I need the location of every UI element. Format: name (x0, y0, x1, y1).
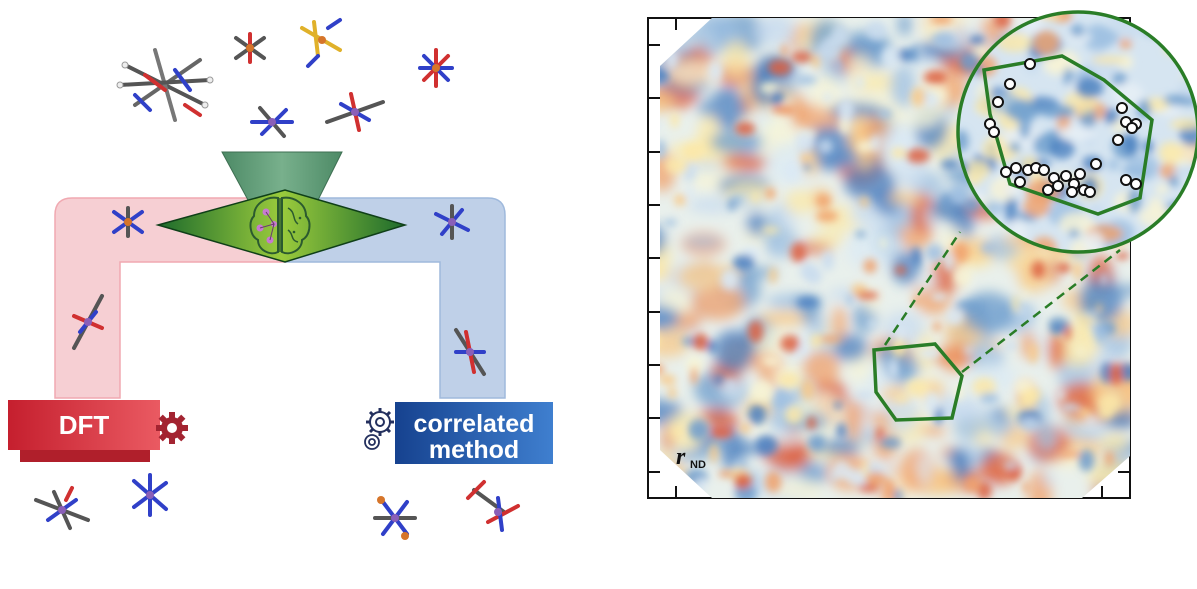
highlighted-point (1090, 158, 1102, 170)
gear-icon (364, 434, 380, 450)
highlight-region (872, 342, 964, 422)
highlighted-point (1000, 166, 1012, 178)
highlighted-point (1014, 176, 1026, 188)
correlated-method-box: correlated method (364, 402, 553, 464)
zoom-points (984, 58, 1142, 198)
molecule-icon (34, 18, 520, 540)
dft-label: DFT (59, 410, 110, 440)
highlighted-point (992, 96, 1004, 108)
highlighted-point (988, 126, 1000, 138)
highlighted-point (1130, 178, 1142, 190)
highlighted-point (1038, 164, 1050, 176)
highlighted-point (1060, 170, 1072, 182)
correlated-pipe (284, 197, 506, 399)
highlighted-point (1120, 174, 1132, 186)
correlated-label-line2: method (429, 436, 519, 464)
zoom-guide-line (961, 249, 1121, 373)
correlated-label-line1: correlated (414, 410, 535, 438)
zoom-inset (956, 10, 1197, 254)
highlighted-point (1052, 180, 1064, 192)
map-axis-label: r (676, 444, 686, 470)
workflow-diagram: DFT correlated metho (8, 18, 553, 540)
highlighted-point (1116, 102, 1128, 114)
highlighted-point (1004, 78, 1016, 90)
highlighted-point (1112, 134, 1124, 146)
zoom-guide-line (883, 231, 962, 346)
gear-icon (366, 408, 394, 436)
map-axis-label-sub: ND (690, 459, 706, 471)
dft-method-box: DFT (8, 400, 188, 462)
dft-pipe (54, 197, 286, 399)
property-map: r ND (647, 10, 1197, 499)
brain-icon (249, 196, 311, 255)
highlighted-point (1066, 186, 1078, 198)
highlighted-point (1084, 186, 1096, 198)
highlighted-point (1074, 168, 1086, 180)
highlighted-point (1126, 122, 1138, 134)
gear-icon (156, 412, 188, 444)
highlighted-point (1024, 58, 1036, 70)
highlighted-point (1042, 184, 1054, 196)
highlighted-point (1010, 162, 1022, 174)
